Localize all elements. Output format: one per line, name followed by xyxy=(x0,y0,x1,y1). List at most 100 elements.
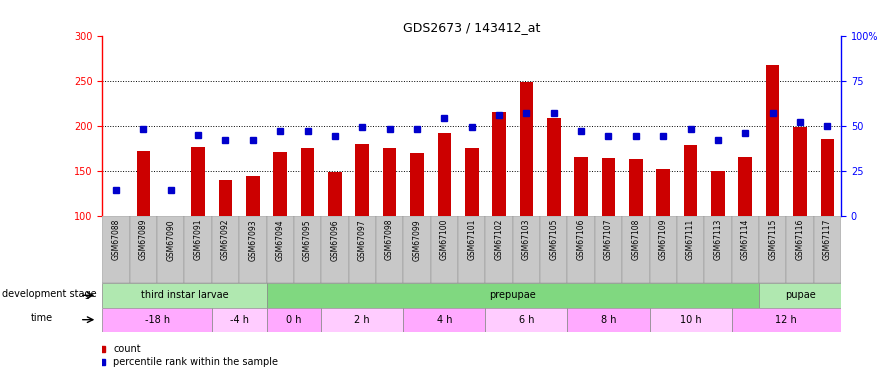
Bar xyxy=(458,216,485,283)
Text: GSM67095: GSM67095 xyxy=(303,219,312,261)
Bar xyxy=(629,159,643,216)
Bar xyxy=(704,216,732,283)
Bar xyxy=(328,172,342,216)
Bar xyxy=(656,169,670,216)
Text: -4 h: -4 h xyxy=(230,315,248,325)
Text: GSM67090: GSM67090 xyxy=(166,219,175,261)
Bar xyxy=(739,157,752,216)
Text: GSM67107: GSM67107 xyxy=(604,219,613,261)
Bar xyxy=(102,283,266,308)
Text: GSM67117: GSM67117 xyxy=(823,219,832,260)
Bar xyxy=(266,283,759,308)
Text: GSM67102: GSM67102 xyxy=(495,219,504,260)
Bar xyxy=(787,216,813,283)
Bar xyxy=(732,308,841,332)
Bar xyxy=(403,308,485,332)
Bar xyxy=(765,65,780,216)
Bar xyxy=(266,308,321,332)
Bar xyxy=(813,216,841,283)
Bar xyxy=(212,308,266,332)
Text: GSM67096: GSM67096 xyxy=(330,219,339,261)
Bar xyxy=(349,216,376,283)
Text: GSM67088: GSM67088 xyxy=(111,219,120,260)
Text: GSM67103: GSM67103 xyxy=(522,219,531,261)
Text: GSM67116: GSM67116 xyxy=(796,219,805,260)
Text: GSM67100: GSM67100 xyxy=(440,219,449,261)
Bar xyxy=(294,216,321,283)
Text: 0 h: 0 h xyxy=(286,315,302,325)
Bar xyxy=(821,139,834,216)
Bar xyxy=(102,216,130,283)
Text: 6 h: 6 h xyxy=(519,315,534,325)
Bar xyxy=(677,216,704,283)
Bar xyxy=(485,308,568,332)
Bar xyxy=(711,171,724,216)
Bar xyxy=(130,216,157,283)
Text: GSM67097: GSM67097 xyxy=(358,219,367,261)
Bar xyxy=(759,283,841,308)
Text: 8 h: 8 h xyxy=(601,315,616,325)
Text: GSM67093: GSM67093 xyxy=(248,219,257,261)
Text: -18 h: -18 h xyxy=(144,315,170,325)
Bar xyxy=(759,216,787,283)
Bar xyxy=(321,216,349,283)
Text: GSM67094: GSM67094 xyxy=(276,219,285,261)
Bar xyxy=(102,308,212,332)
Text: prepupae: prepupae xyxy=(490,290,536,300)
Text: 10 h: 10 h xyxy=(680,315,701,325)
Bar xyxy=(568,308,650,332)
Text: time: time xyxy=(30,314,53,324)
Text: GSM67092: GSM67092 xyxy=(221,219,230,261)
Bar xyxy=(246,176,260,216)
Bar xyxy=(403,216,431,283)
Bar xyxy=(684,146,698,216)
Text: GSM67108: GSM67108 xyxy=(631,219,641,260)
Bar xyxy=(301,148,314,216)
Text: 12 h: 12 h xyxy=(775,315,797,325)
Text: GSM67105: GSM67105 xyxy=(549,219,558,261)
Bar xyxy=(793,128,807,216)
Bar xyxy=(431,216,458,283)
Bar xyxy=(184,216,212,283)
Bar xyxy=(622,216,650,283)
Bar xyxy=(568,216,595,283)
Bar xyxy=(273,152,287,216)
Text: GSM67115: GSM67115 xyxy=(768,219,777,260)
Text: GSM67113: GSM67113 xyxy=(714,219,723,260)
Bar xyxy=(157,216,184,283)
Bar xyxy=(136,151,150,216)
Bar xyxy=(650,308,732,332)
Text: 4 h: 4 h xyxy=(437,315,452,325)
Text: 2 h: 2 h xyxy=(354,315,370,325)
Bar xyxy=(376,216,403,283)
Bar xyxy=(485,216,513,283)
Text: GSM67114: GSM67114 xyxy=(740,219,749,260)
Text: GSM67099: GSM67099 xyxy=(412,219,422,261)
Bar xyxy=(574,157,588,216)
Bar xyxy=(438,133,451,216)
Bar xyxy=(383,148,396,216)
Bar xyxy=(520,82,533,216)
Text: GSM67111: GSM67111 xyxy=(686,219,695,260)
Bar xyxy=(732,216,759,283)
Text: third instar larvae: third instar larvae xyxy=(141,290,228,300)
Bar xyxy=(540,216,568,283)
Text: count: count xyxy=(114,344,142,354)
Bar xyxy=(266,216,294,283)
Text: GSM67091: GSM67091 xyxy=(194,219,203,261)
Bar xyxy=(492,112,506,216)
Text: GSM67109: GSM67109 xyxy=(659,219,668,261)
Text: percentile rank within the sample: percentile rank within the sample xyxy=(114,357,279,367)
Bar xyxy=(355,144,369,216)
Bar xyxy=(513,216,540,283)
Bar xyxy=(410,153,424,216)
Text: GSM67101: GSM67101 xyxy=(467,219,476,260)
Text: GSM67106: GSM67106 xyxy=(577,219,586,261)
Text: pupae: pupae xyxy=(785,290,815,300)
Text: development stage: development stage xyxy=(2,289,97,299)
Bar xyxy=(239,216,266,283)
Text: GSM67089: GSM67089 xyxy=(139,219,148,261)
Bar xyxy=(547,118,561,216)
Bar xyxy=(650,216,677,283)
Text: GSM67098: GSM67098 xyxy=(385,219,394,261)
